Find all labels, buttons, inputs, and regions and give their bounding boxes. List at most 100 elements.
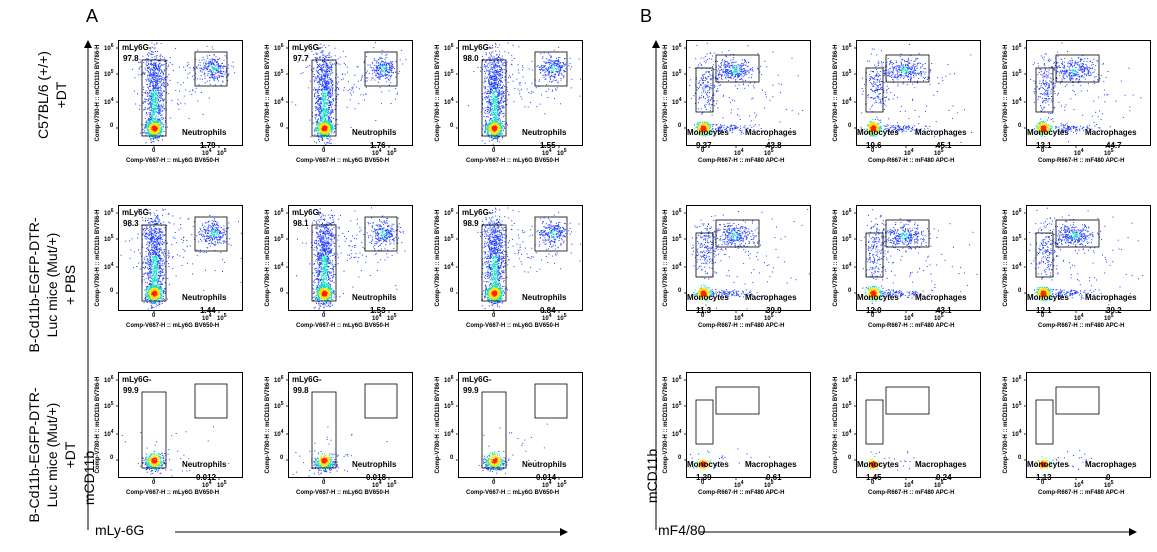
event-dot [488, 128, 490, 130]
event-dot [150, 132, 152, 134]
event-dot [489, 90, 491, 91]
event-dot [152, 103, 154, 105]
event-dot [490, 113, 492, 115]
event-dot [497, 84, 498, 85]
event-dot [147, 92, 149, 94]
event-dot [152, 73, 154, 75]
event-dot [509, 75, 510, 77]
event-dot [307, 56, 309, 58]
event-dot [148, 121, 150, 122]
event-dot [161, 79, 163, 80]
event-dot [357, 66, 359, 68]
event-dot [323, 127, 325, 129]
event-dot [329, 136, 331, 138]
event-dot [343, 62, 345, 64]
event-dot [491, 95, 493, 97]
event-dot [214, 76, 215, 78]
event-dot [367, 77, 369, 79]
event-dot [144, 109, 146, 111]
event-dot [492, 124, 494, 126]
event-dot [492, 123, 494, 125]
event-dot [151, 117, 153, 119]
event-dot [199, 78, 201, 80]
event-dot [328, 107, 330, 108]
event-dot [331, 106, 332, 108]
event-dot [161, 126, 163, 128]
event-dot [155, 82, 157, 84]
event-dot [150, 92, 152, 94]
tick-exp: 6 [280, 43, 284, 49]
event-dot [154, 118, 156, 119]
event-dot [153, 65, 155, 67]
event-dot [159, 111, 161, 113]
event-dot [491, 102, 493, 104]
event-dot [490, 105, 492, 107]
event-dot [158, 120, 160, 122]
event-dot [212, 77, 214, 79]
event-dot [324, 57, 326, 59]
event-dot [209, 61, 211, 63]
event-dot [213, 74, 215, 76]
event-dot [314, 114, 316, 116]
event-dot [167, 84, 169, 85]
event-dot [315, 130, 317, 132]
event-dot [151, 124, 153, 126]
event-dot [155, 122, 157, 124]
event-dot [203, 66, 205, 68]
panel-a-y-arrow-head [84, 40, 92, 48]
event-dot [149, 128, 151, 130]
event-dot [317, 58, 319, 59]
event-dot [148, 58, 150, 60]
event-dot [493, 136, 495, 138]
event-dot [324, 121, 326, 123]
event-dot [321, 69, 323, 71]
event-dot [539, 67, 540, 68]
event-dot [322, 130, 324, 132]
event-dot [155, 98, 156, 100]
event-dot [507, 81, 509, 83]
event-dot [322, 85, 323, 87]
event-dot [483, 86, 485, 88]
event-dot [148, 133, 150, 135]
event-dot [496, 79, 498, 81]
event-dot [494, 91, 496, 93]
event-dot [488, 58, 490, 60]
event-dot [159, 120, 161, 122]
event-dot [325, 110, 327, 111]
event-dot [329, 119, 331, 121]
event-dot [508, 94, 510, 95]
event-dot [320, 132, 322, 134]
event-dot [491, 131, 493, 133]
event-dot [159, 77, 161, 79]
event-dot [319, 79, 321, 80]
event-dot [322, 81, 324, 83]
event-dot [323, 121, 325, 123]
event-dot [183, 95, 185, 97]
event-dot [158, 78, 159, 80]
event-dot [325, 84, 327, 86]
event-dot [500, 87, 502, 89]
event-dot [384, 71, 386, 73]
event-dot [490, 58, 492, 60]
event-dot [490, 89, 491, 91]
event-dot [322, 121, 324, 123]
event-dot [330, 124, 332, 125]
event-dot [498, 85, 500, 86]
event-dot [390, 61, 392, 62]
event-dot [375, 120, 377, 121]
event-dot [330, 94, 332, 96]
event-dot [151, 113, 153, 115]
event-dot [494, 60, 496, 62]
event-dot [381, 68, 383, 70]
event-dot [374, 42, 376, 44]
event-dot [379, 63, 381, 65]
event-dot [158, 140, 160, 142]
event-dot [210, 62, 212, 64]
event-dot [491, 91, 492, 93]
event-dot [324, 74, 326, 76]
event-dot [156, 103, 158, 105]
event-dot [156, 93, 158, 94]
tick-exp: 4 [378, 148, 382, 154]
event-dot [328, 115, 330, 117]
event-dot [196, 66, 198, 68]
